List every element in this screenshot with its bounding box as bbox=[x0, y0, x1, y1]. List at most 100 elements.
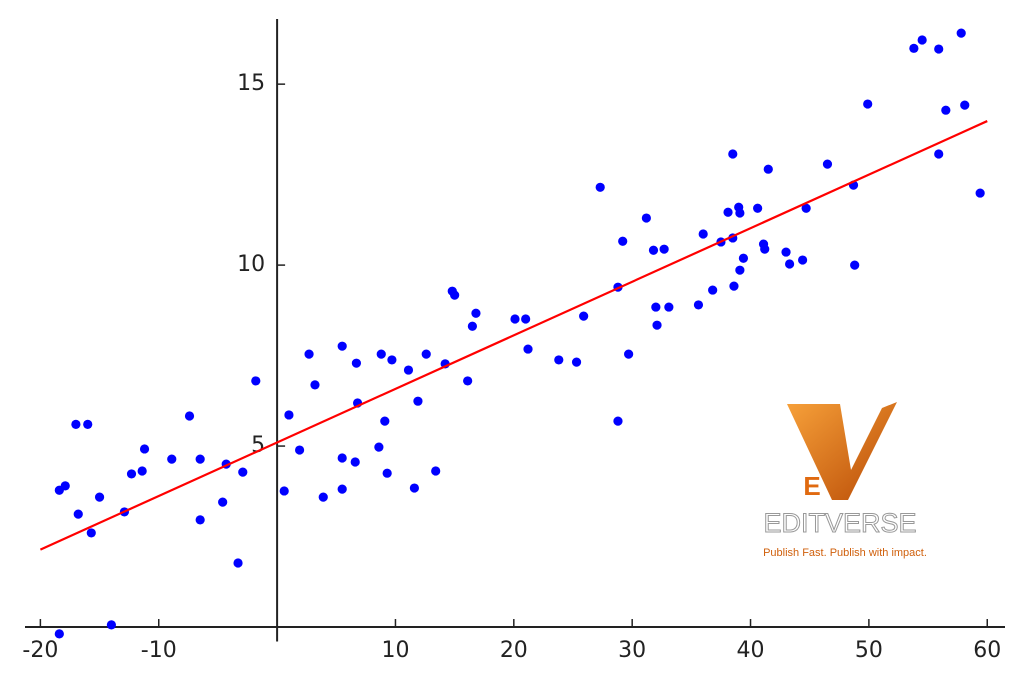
point bbox=[735, 265, 745, 275]
point bbox=[708, 285, 718, 295]
point bbox=[510, 314, 520, 324]
point bbox=[554, 355, 564, 365]
point bbox=[218, 497, 228, 507]
point bbox=[184, 411, 195, 421]
point bbox=[960, 100, 970, 110]
point bbox=[641, 213, 651, 223]
point bbox=[167, 454, 177, 464]
point bbox=[350, 457, 360, 467]
point bbox=[909, 43, 919, 53]
point bbox=[71, 419, 81, 429]
point bbox=[387, 355, 397, 365]
point bbox=[431, 466, 441, 476]
logo-letter: E bbox=[803, 471, 820, 501]
point bbox=[238, 467, 248, 477]
point bbox=[760, 244, 770, 254]
point bbox=[934, 44, 944, 54]
point bbox=[318, 492, 328, 502]
point bbox=[693, 300, 704, 310]
x-tick-label: 20 bbox=[500, 638, 528, 663]
point bbox=[613, 416, 623, 426]
x-tick-label: -10 bbox=[141, 638, 177, 663]
point bbox=[337, 484, 347, 494]
point bbox=[521, 314, 531, 324]
watermark-logo: E EDITVERSE Publish Fast. Publish with i… bbox=[763, 402, 927, 559]
x-tick-label: 50 bbox=[855, 638, 883, 663]
point bbox=[413, 396, 423, 406]
point bbox=[941, 105, 951, 115]
x-tick-label: 10 bbox=[381, 638, 409, 663]
point bbox=[735, 208, 745, 218]
point bbox=[595, 182, 605, 192]
point bbox=[73, 509, 83, 519]
x-tick-label: 30 bbox=[618, 638, 646, 663]
x-tick-label: 40 bbox=[737, 638, 765, 663]
point bbox=[137, 466, 147, 476]
point bbox=[784, 259, 795, 269]
point bbox=[450, 290, 460, 300]
y-tick-label: 15 bbox=[237, 71, 265, 96]
point bbox=[651, 302, 661, 312]
point bbox=[956, 28, 966, 38]
point bbox=[850, 260, 860, 270]
point bbox=[374, 442, 384, 452]
point bbox=[284, 410, 294, 420]
y-tick-label: 10 bbox=[237, 252, 265, 277]
point bbox=[376, 349, 386, 359]
point bbox=[822, 159, 833, 169]
point bbox=[975, 188, 985, 198]
point bbox=[863, 99, 873, 109]
logo-v bbox=[787, 402, 897, 500]
point bbox=[126, 469, 137, 479]
fit-line bbox=[39, 120, 988, 551]
point bbox=[337, 341, 347, 351]
point bbox=[652, 320, 662, 330]
logo-tagline: Publish Fast. Publish with impact. bbox=[763, 547, 927, 559]
point bbox=[304, 349, 314, 359]
point bbox=[279, 486, 289, 496]
point bbox=[763, 164, 773, 174]
point bbox=[618, 236, 628, 246]
point bbox=[463, 376, 473, 386]
point bbox=[753, 203, 763, 213]
point bbox=[729, 281, 739, 291]
point bbox=[421, 349, 431, 359]
point bbox=[195, 454, 205, 464]
point bbox=[471, 308, 481, 318]
point bbox=[380, 416, 390, 426]
point bbox=[723, 207, 733, 217]
point bbox=[233, 558, 243, 568]
point bbox=[86, 528, 96, 538]
point bbox=[251, 376, 261, 386]
point bbox=[698, 229, 708, 239]
point bbox=[801, 203, 811, 213]
point bbox=[106, 620, 117, 630]
x-tick-label: -20 bbox=[22, 638, 58, 663]
point bbox=[310, 380, 320, 390]
point bbox=[467, 321, 477, 331]
point bbox=[917, 35, 927, 45]
x-tick-label: 60 bbox=[973, 638, 1001, 663]
point bbox=[54, 629, 64, 639]
point bbox=[728, 149, 738, 159]
point bbox=[351, 358, 362, 368]
point bbox=[94, 492, 105, 502]
point bbox=[798, 255, 808, 265]
point bbox=[934, 149, 944, 159]
point bbox=[409, 483, 419, 493]
point bbox=[403, 365, 414, 375]
point bbox=[60, 481, 70, 491]
point bbox=[579, 311, 589, 321]
point bbox=[83, 419, 93, 429]
point bbox=[523, 344, 533, 354]
point bbox=[781, 247, 791, 257]
point bbox=[195, 515, 205, 525]
point bbox=[659, 244, 669, 254]
point bbox=[294, 445, 305, 455]
point bbox=[139, 444, 150, 454]
point bbox=[571, 357, 582, 367]
point bbox=[382, 468, 392, 478]
point bbox=[337, 453, 347, 463]
point bbox=[624, 349, 634, 359]
